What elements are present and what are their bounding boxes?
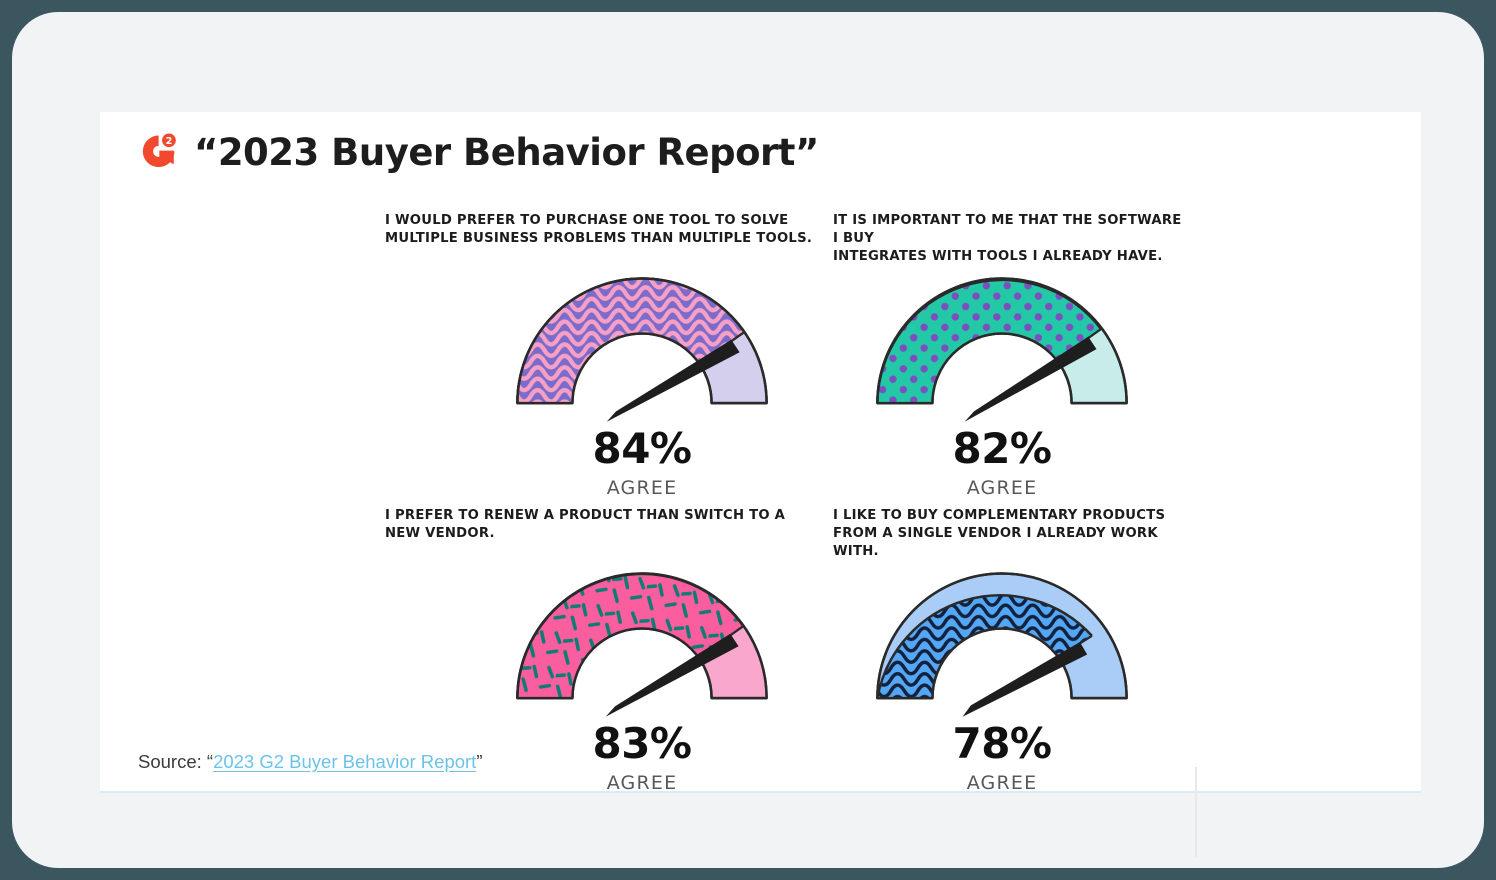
gauge-card-one-tool: I WOULD PREFER TO PURCHASE ONE TOOL TO S…: [385, 212, 825, 507]
gauge-needle: [964, 336, 1097, 422]
gauge-question: IT IS IMPORTANT TO ME THAT THE SOFTWARE …: [833, 213, 1182, 264]
gauge-needle: [606, 339, 740, 422]
gauge-value: 78%: [952, 719, 1052, 768]
gauge-value: 84%: [592, 424, 692, 473]
source-suffix: ”: [476, 751, 483, 772]
gauge-chart-integrations: [876, 277, 1128, 422]
source-report-link[interactable]: 2023 G2 Buyer Behavior Report: [213, 751, 477, 772]
gauge-visual-wrapper: 82% AGREE: [837, 270, 1167, 499]
gauge-caption: AGREE: [966, 772, 1038, 794]
gauge-question: I PREFER TO RENEW A PRODUCT THAN SWITCH …: [385, 508, 786, 541]
gauge-needle: [605, 633, 739, 717]
gauge-value: 83%: [592, 719, 692, 768]
gauge-value: 82%: [952, 424, 1052, 473]
gauge-visual-wrapper: 78% AGREE: [837, 565, 1167, 794]
gauge-caption: AGREE: [606, 772, 678, 794]
vertical-divider: [1195, 767, 1197, 857]
gauge-question: I LIKE TO BUY COMPLEMENTARY PRODUCTS FRO…: [833, 508, 1166, 559]
gauge-card-integrations: IT IS IMPORTANT TO ME THAT THE SOFTWARE …: [825, 212, 1185, 507]
gauge-chart-renew: [516, 572, 768, 717]
gauge-caption: AGREE: [966, 477, 1038, 499]
g2-logo-icon: 2: [142, 133, 176, 168]
gauge-caption: AGREE: [606, 477, 678, 499]
report-sheet: 2 “2023 Buyer Behavior Report” I WOULD P…: [100, 112, 1421, 857]
slide-card: 2 “2023 Buyer Behavior Report” I WOULD P…: [12, 12, 1484, 868]
svg-text:2: 2: [166, 136, 173, 147]
gauge-card-renew: I PREFER TO RENEW A PRODUCT THAN SWITCH …: [385, 507, 825, 802]
source-prefix: Source: “: [138, 751, 214, 772]
gauge-chart-one-tool: [516, 277, 768, 422]
gauge-visual-wrapper: 83% AGREE: [477, 565, 807, 794]
gauge-question: I WOULD PREFER TO PURCHASE ONE TOOL TO S…: [385, 213, 813, 246]
gauge-grid: I WOULD PREFER TO PURCHASE ONE TOOL TO S…: [385, 212, 1185, 802]
page-title: “2023 Buyer Behavior Report”: [194, 130, 819, 174]
gauge-needle: [962, 642, 1088, 717]
gauge-chart-complementary: [876, 572, 1128, 717]
source-attribution: Source: “2023 G2 Buyer Behavior Report”: [138, 751, 483, 773]
gauge-card-complementary: I LIKE TO BUY COMPLEMENTARY PRODUCTS FRO…: [825, 507, 1185, 802]
gauge-visual-wrapper: 84% AGREE: [477, 270, 807, 499]
report-header: 2 “2023 Buyer Behavior Report”: [138, 130, 819, 174]
